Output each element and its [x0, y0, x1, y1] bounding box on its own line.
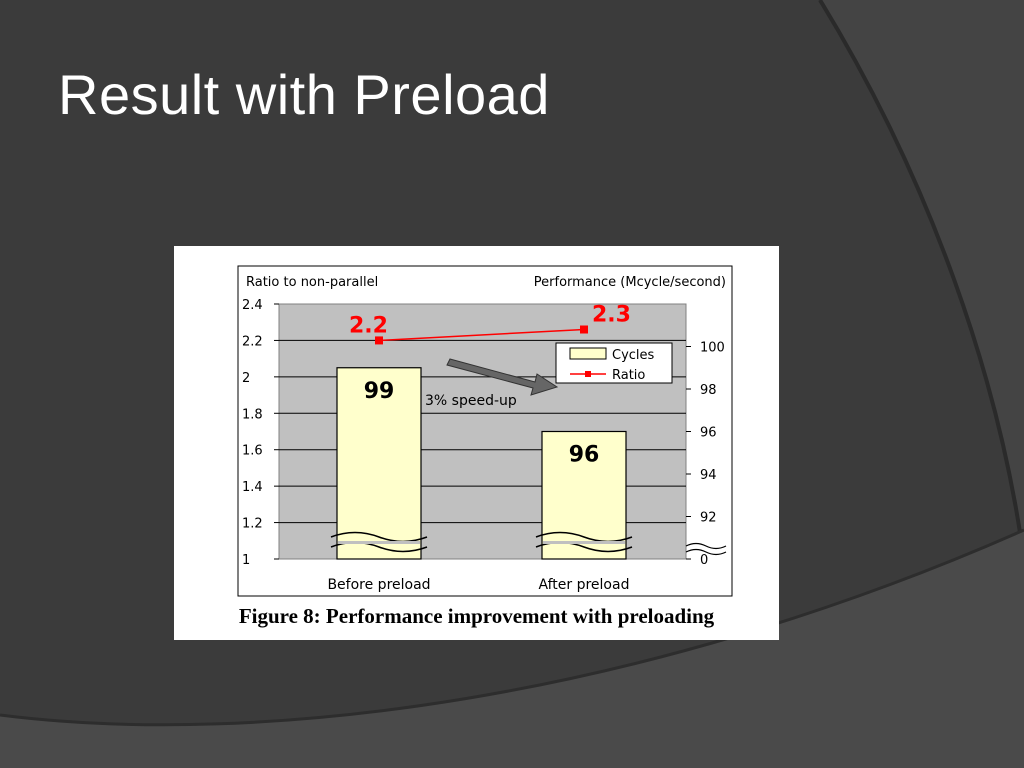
right-axis-break	[685, 542, 727, 550]
bar-break-gap	[543, 541, 625, 544]
legend-marker-ratio	[585, 371, 591, 377]
ratio-value-label: 2.3	[592, 303, 631, 328]
left-tick-label: 1.6	[242, 444, 263, 459]
category-label: Before preload	[327, 577, 430, 593]
slide-title: Result with Preload	[58, 63, 550, 126]
bar-break-line	[535, 531, 633, 543]
left-tick-label: 1.4	[242, 480, 263, 495]
legend-swatch-cycles	[569, 347, 607, 360]
ratio-point	[375, 336, 383, 345]
ratio-line	[378, 328, 585, 342]
left-tick-label: 2.4	[242, 298, 263, 313]
category-label: After preload	[539, 577, 630, 593]
left-axis-label: Ratio to non-parallel	[246, 275, 378, 290]
figure-caption: Figure 8: Performance improvement with p…	[238, 604, 715, 628]
bar-cycles	[336, 367, 422, 560]
legend-label-ratio: Ratio	[612, 368, 645, 383]
bar-break-gap	[338, 541, 420, 544]
left-tick-label: 2.2	[242, 334, 263, 349]
ratio-value-label: 2.2	[349, 313, 388, 338]
right-tick-label: 92	[700, 511, 717, 526]
legend-label-cycles: Cycles	[612, 348, 655, 363]
speedup-annotation: 3% speed-up	[425, 393, 517, 409]
right-axis-break	[685, 548, 727, 556]
bar-value-label: 96	[569, 443, 600, 468]
left-tick-label: 1.2	[242, 517, 263, 532]
left-tick-label: 1	[242, 553, 250, 568]
right-tick-label: 100	[700, 341, 725, 356]
ratio-point	[580, 325, 588, 334]
chart-svg: 1 1.2 1.4 1.6 1.8 2 2.2 2.4 Ratio to non-paralle…	[237, 265, 733, 597]
right-tick-label: 96	[700, 426, 717, 441]
speedup-arrow	[446, 358, 559, 396]
bar-break-line	[330, 531, 428, 543]
left-tick-label: 2	[242, 371, 250, 386]
chart-figure: 1 1.2 1.4 1.6 1.8 2 2.2 2.4 Ratio to non-paralle…	[174, 246, 779, 640]
right-tick-label: 0	[700, 553, 708, 568]
right-tick-label: 94	[700, 468, 717, 483]
bar-value-label: 99	[364, 379, 395, 404]
left-tick-label: 1.8	[242, 407, 263, 422]
right-axis-label: Performance (Mcycle/second)	[534, 275, 726, 290]
right-tick-label: 98	[700, 383, 717, 398]
